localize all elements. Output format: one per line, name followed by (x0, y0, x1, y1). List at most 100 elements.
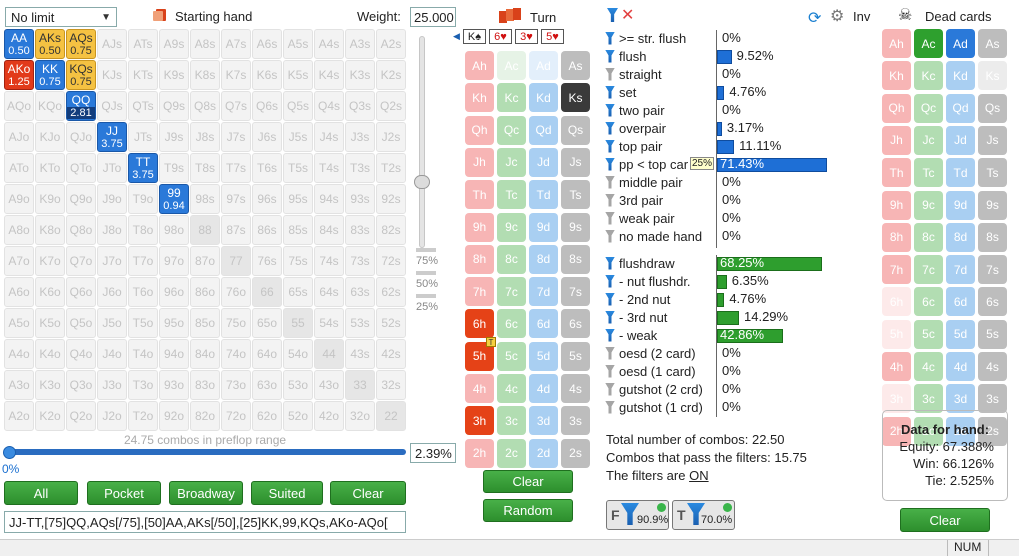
dead-card[interactable]: 8d (946, 222, 975, 252)
hand-cell[interactable]: K5o (35, 308, 65, 338)
all-button[interactable]: All (4, 481, 78, 505)
dead-card[interactable]: 4h (882, 352, 911, 381)
dead-card[interactable]: As (978, 29, 1007, 58)
hand-cell[interactable]: A4s (314, 29, 344, 59)
dead-card[interactable]: Kd (946, 61, 975, 91)
hand-cell[interactable]: 92s (376, 184, 406, 214)
hand-cell[interactable]: 96o (159, 277, 189, 307)
filter-t-badge[interactable]: T 70.0% (672, 500, 735, 530)
hand-cell[interactable]: 88 (190, 215, 220, 245)
deck-card[interactable]: 8d (529, 244, 558, 274)
clear-range-button[interactable]: Clear (330, 481, 406, 505)
hand-cell[interactable]: KJs (97, 60, 127, 90)
hand-cell[interactable]: 72o (221, 401, 251, 431)
hand-cell[interactable]: 93o (159, 370, 189, 400)
hand-cell[interactable]: 74o (221, 339, 251, 369)
deck-card[interactable]: 2d (529, 438, 558, 468)
deck-card[interactable]: Jd (529, 147, 558, 177)
hand-cell[interactable]: 52o (283, 401, 313, 431)
filter-icon[interactable] (607, 8, 618, 22)
deck-card[interactable]: 5c (497, 341, 526, 371)
deck-card[interactable]: 7h (465, 277, 494, 307)
deck-card[interactable]: 3d (529, 406, 558, 436)
hand-cell[interactable]: 33 (345, 370, 375, 400)
hand-cell[interactable]: 87s (221, 215, 251, 245)
hand-cell[interactable]: Q8s (190, 91, 220, 121)
dead-card[interactable]: Jh (882, 125, 911, 155)
hand-cell[interactable]: K9o (35, 184, 65, 214)
dead-card[interactable]: Td (946, 158, 975, 188)
hand-cell[interactable]: 65s (283, 277, 313, 307)
filter-toggle-icon[interactable] (605, 256, 615, 270)
clear-board-button[interactable]: Clear (483, 470, 573, 493)
deck-card[interactable]: 9s (561, 212, 590, 242)
hand-cell[interactable]: 42o (314, 401, 344, 431)
hand-cell[interactable]: 43o (314, 370, 344, 400)
hand-cell[interactable]: 85o (190, 308, 220, 338)
stat-row[interactable]: gutshot (1 crd) (605, 398, 703, 416)
dead-card[interactable]: Qc (914, 93, 943, 123)
hand-cell[interactable]: A9o (4, 184, 34, 214)
dead-card[interactable]: 5d (946, 319, 975, 349)
hand-cell[interactable]: Q9s (159, 91, 189, 121)
hand-cell[interactable]: K4s (314, 60, 344, 90)
hand-cell[interactable]: T8o (128, 215, 158, 245)
filter-toggle-icon[interactable] (605, 31, 615, 45)
hand-cell[interactable]: Q5s (283, 91, 313, 121)
hand-cell[interactable]: KJo (35, 122, 65, 152)
hand-cell[interactable]: A3o (4, 370, 34, 400)
dead-card[interactable]: Jc (914, 125, 943, 155)
hand-cell[interactable]: QQ 2.81 (66, 91, 96, 121)
hand-cell[interactable]: 43s (345, 339, 375, 369)
random-board-button[interactable]: Random (483, 499, 573, 522)
hand-cell[interactable]: 98s (190, 184, 220, 214)
hand-cell[interactable]: J3o (97, 370, 127, 400)
hand-cell[interactable]: T5o (128, 308, 158, 338)
hand-cell[interactable]: QTs (128, 91, 158, 121)
hand-cell[interactable]: 73o (221, 370, 251, 400)
hand-cell[interactable]: ATs (128, 29, 158, 59)
hand-cell[interactable]: KK 0.75 (35, 60, 65, 90)
hand-cell[interactable]: J9o (97, 184, 127, 214)
hand-cell[interactable]: QJs (97, 91, 127, 121)
hand-icon[interactable] (152, 8, 170, 22)
dead-card[interactable]: 5c (914, 319, 943, 349)
filter-toggle-icon[interactable] (605, 103, 615, 117)
hand-cell[interactable]: T8s (190, 153, 220, 183)
hand-cell[interactable]: 75s (283, 246, 313, 276)
hand-cell[interactable]: 73s (345, 246, 375, 276)
hand-cell[interactable]: 75o (221, 308, 251, 338)
hand-cell[interactable]: J4s (314, 122, 344, 152)
hand-cell[interactable]: J6o (97, 277, 127, 307)
hand-cell[interactable]: AQs 0.75 (66, 29, 96, 59)
hand-cell[interactable]: A4o (4, 339, 34, 369)
deck-card[interactable]: 7d (529, 277, 558, 307)
hand-cell[interactable]: K5s (283, 60, 313, 90)
hand-cell[interactable]: 44 (314, 339, 344, 369)
filter-toggle-icon[interactable] (605, 328, 615, 342)
hand-cell[interactable]: 95o (159, 308, 189, 338)
dead-card[interactable]: 6c (914, 287, 943, 317)
hand-cell[interactable]: A5s (283, 29, 313, 59)
hand-cell[interactable]: AQo (4, 91, 34, 121)
hand-cell[interactable]: 54s (314, 308, 344, 338)
hand-cell[interactable]: 63o (252, 370, 282, 400)
board-card[interactable]: 6♥ (489, 29, 512, 44)
hand-cell[interactable]: A5o (4, 308, 34, 338)
hand-cell[interactable]: J8o (97, 215, 127, 245)
dead-card[interactable]: 2d (946, 416, 975, 446)
stat-row[interactable]: straight (605, 65, 662, 83)
filter-toggle-icon[interactable] (605, 193, 615, 207)
hand-cell[interactable]: A9s (159, 29, 189, 59)
deck-card[interactable]: 4s (561, 374, 590, 403)
filter-toggle-icon[interactable] (605, 157, 615, 171)
hand-cell[interactable]: T2o (128, 401, 158, 431)
dead-card[interactable]: 9s (978, 190, 1007, 220)
filter-f-badge[interactable]: F 90.9% (606, 500, 669, 530)
stat-row[interactable]: pp < top car (605, 155, 688, 173)
dead-card[interactable]: 3d (946, 384, 975, 414)
deck-card[interactable]: 3h (465, 406, 494, 436)
hand-cell[interactable]: 76s (252, 246, 282, 276)
hand-cell[interactable]: TT 3.75 (128, 153, 158, 183)
dead-card[interactable]: Ah (882, 29, 911, 58)
